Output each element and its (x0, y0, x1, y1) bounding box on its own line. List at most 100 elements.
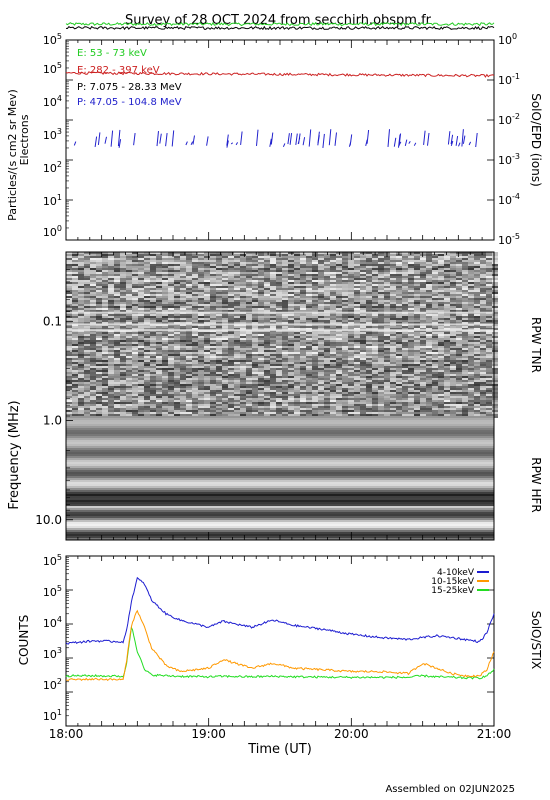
tnr-cell (384, 314, 390, 316)
epd-right-tick-label: 10-2 (498, 112, 520, 127)
tnr-cell (210, 348, 216, 350)
tnr-cell (192, 302, 198, 304)
tnr-cell (216, 262, 222, 264)
tnr-cell (270, 328, 276, 330)
tnr-cell (252, 264, 258, 266)
tnr-cell (348, 318, 354, 320)
tnr-cell (318, 320, 324, 322)
tnr-cell (474, 314, 480, 316)
tnr-cell (456, 374, 462, 376)
tnr-cell (432, 258, 438, 260)
tnr-cell (258, 304, 264, 306)
tnr-cell (390, 322, 396, 324)
tnr-cell (114, 268, 120, 270)
tnr-cell (138, 292, 144, 294)
tnr-cell (366, 344, 372, 346)
tnr-cell (336, 288, 342, 290)
tnr-cell (252, 278, 258, 280)
tnr-cell (462, 332, 468, 334)
tnr-cell (390, 266, 396, 268)
tnr-cell (402, 334, 408, 336)
tnr-cell (396, 366, 402, 368)
tnr-cell (138, 338, 144, 340)
tnr-cell (234, 336, 240, 338)
tnr-cell (264, 376, 270, 378)
tnr-cell (90, 368, 96, 370)
tnr-cell (354, 332, 360, 334)
tnr-cell (276, 360, 282, 362)
tnr-cell (132, 350, 138, 352)
tnr-cell (102, 270, 108, 272)
tnr-cell (222, 310, 228, 312)
tnr-cell (168, 344, 174, 346)
tnr-cell (186, 294, 192, 296)
tnr-cell (426, 384, 432, 386)
tnr-cell (102, 278, 108, 280)
tnr-cell (102, 334, 108, 336)
tnr-cell (342, 382, 348, 384)
tnr-cell (402, 310, 408, 312)
tnr-cell (72, 342, 78, 344)
tnr-cell (258, 294, 264, 296)
tnr-cell (114, 270, 120, 272)
tnr-cell (264, 294, 270, 296)
tnr-cell (120, 334, 126, 336)
tnr-cell (438, 276, 444, 278)
tnr-cell (204, 288, 210, 290)
tnr-cell (420, 270, 426, 272)
tnr-cell (150, 382, 156, 384)
tnr-cell (468, 284, 474, 286)
tnr-cell (408, 320, 414, 322)
tnr-cell (384, 340, 390, 342)
tnr-cell (306, 308, 312, 310)
tnr-cell (96, 380, 102, 382)
tnr-cell (318, 300, 324, 302)
tnr-cell (360, 306, 366, 308)
tnr-cell (144, 298, 150, 300)
tnr-cell (120, 350, 126, 352)
tnr-cell (150, 286, 156, 288)
tnr-cell (282, 338, 288, 340)
tnr-cell (150, 378, 156, 380)
tnr-cell (468, 294, 474, 296)
tnr-cell (360, 370, 366, 372)
tnr-cell (120, 288, 126, 290)
tnr-cell (222, 354, 228, 356)
tnr-cell (402, 286, 408, 288)
tnr-cell (270, 286, 276, 288)
tnr-cell (354, 314, 360, 316)
tnr-cell (414, 344, 420, 346)
tnr-cell (426, 278, 432, 280)
tnr-cell (366, 336, 372, 338)
tnr-cell (66, 332, 72, 334)
tnr-cell (324, 268, 330, 270)
tnr-cell (348, 262, 354, 264)
tnr-cell (252, 356, 258, 358)
tnr-cell (132, 272, 138, 274)
tnr-cell (192, 272, 198, 274)
tnr-cell (264, 286, 270, 288)
tnr-cell (180, 358, 186, 360)
tnr-cell (318, 334, 324, 336)
tnr-cell (150, 262, 156, 264)
tnr-cell (324, 300, 330, 302)
tnr-cell (96, 258, 102, 260)
tnr-cell (378, 332, 384, 334)
tnr-cell (450, 334, 456, 336)
tnr-cell (360, 332, 366, 334)
tnr-cell (420, 350, 426, 352)
tnr-cell (72, 360, 78, 362)
tnr-cell (462, 366, 468, 368)
tnr-cell (366, 350, 372, 352)
tnr-cell (114, 348, 120, 350)
tnr-cell (474, 290, 480, 292)
tnr-cell (378, 278, 384, 280)
tnr-cell (168, 332, 174, 334)
tnr-cell (144, 258, 150, 260)
tnr-cell (156, 342, 162, 344)
tnr-cell (216, 366, 222, 368)
tnr-cell (258, 310, 264, 312)
tnr-cell (168, 336, 174, 338)
tnr-cell (132, 320, 138, 322)
tnr-cell (228, 320, 234, 322)
